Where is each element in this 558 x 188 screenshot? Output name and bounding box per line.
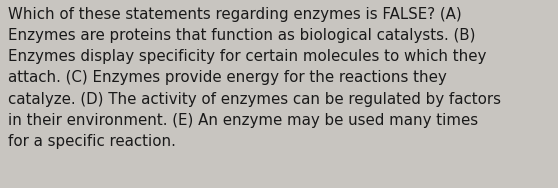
Text: Which of these statements regarding enzymes is FALSE? (A)
Enzymes are proteins t: Which of these statements regarding enzy… [8,7,502,149]
